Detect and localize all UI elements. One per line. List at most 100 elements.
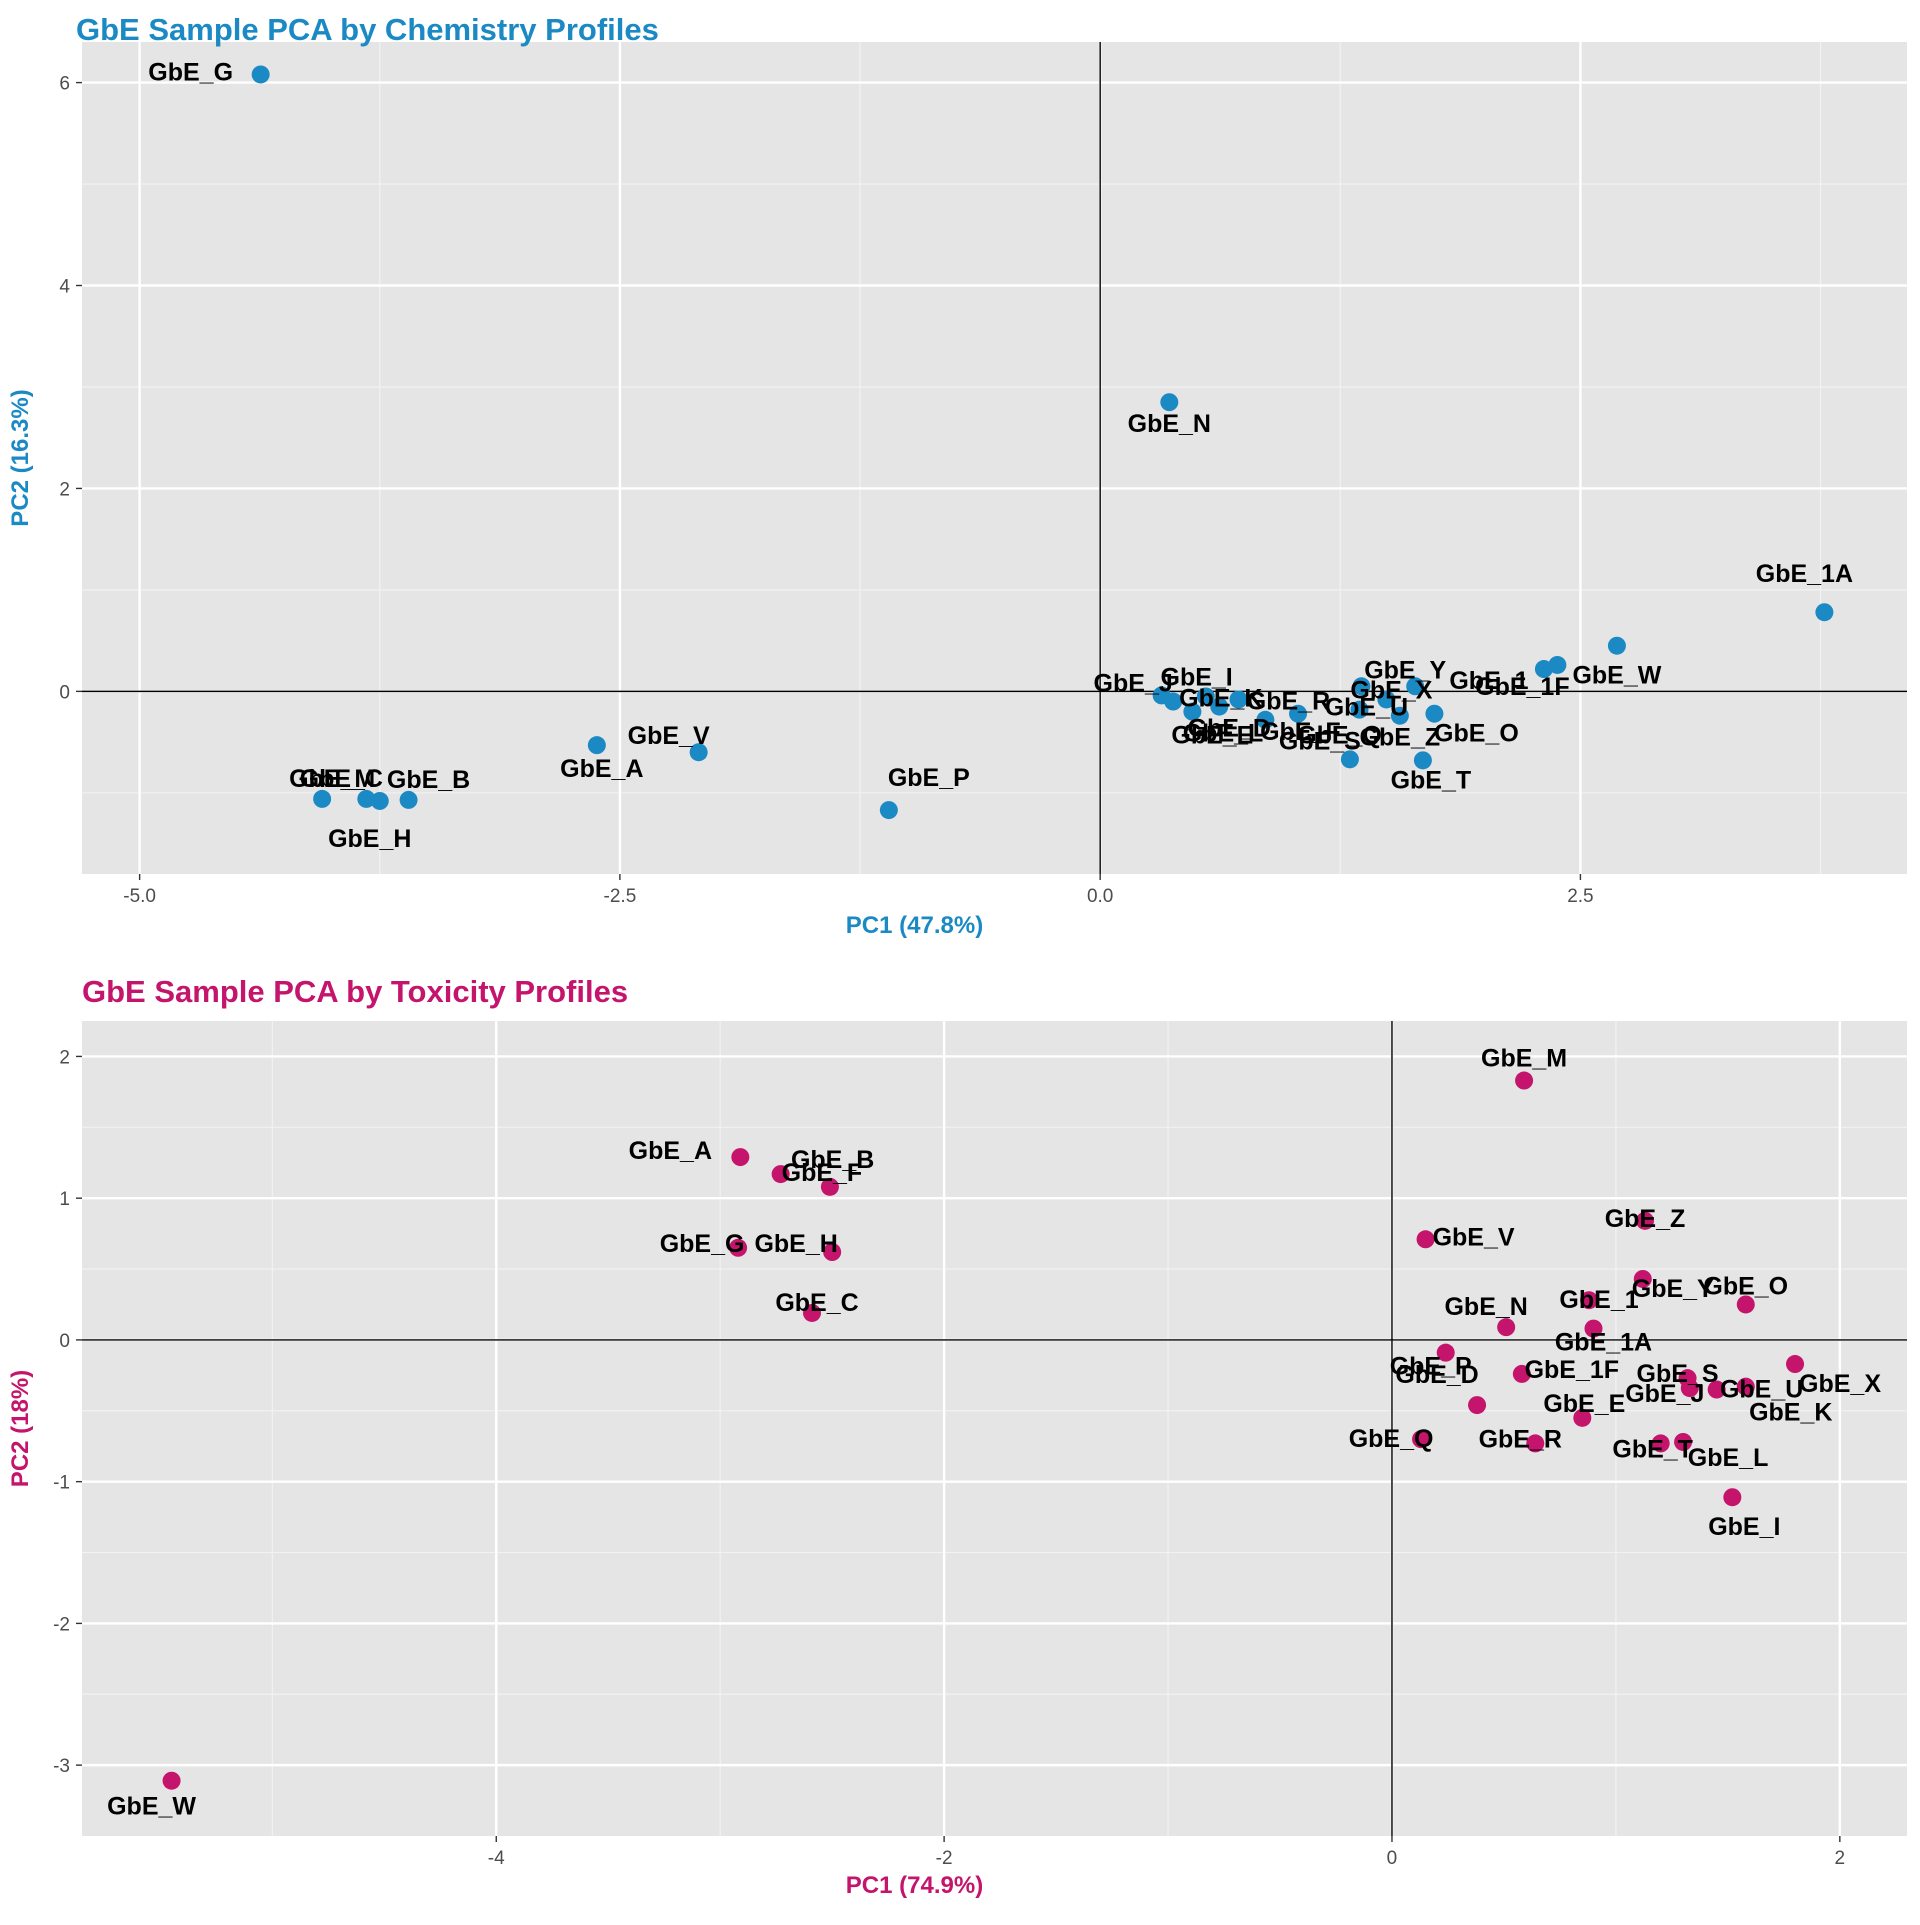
data-point bbox=[370, 791, 389, 810]
data-point bbox=[729, 1238, 748, 1257]
point-label: GbE_1 bbox=[1559, 1286, 1638, 1314]
chart-title: GbE Sample PCA by Toxicity Profiles bbox=[82, 974, 628, 1009]
x-tick-label: 2 bbox=[1835, 1848, 1846, 1869]
point-label: GbE_C bbox=[775, 1289, 858, 1317]
point-label: GbE_K bbox=[1749, 1399, 1832, 1427]
data-point bbox=[1164, 692, 1183, 711]
point-label: GbE_Q bbox=[1297, 722, 1382, 750]
x-tick-label: 2.5 bbox=[1567, 886, 1593, 907]
data-point bbox=[1412, 1430, 1431, 1449]
point-label: GbE_T bbox=[1612, 1435, 1693, 1463]
x-tick-label: 0.0 bbox=[1087, 886, 1113, 907]
point-label: GbE_M bbox=[1481, 1045, 1567, 1073]
data-point bbox=[1350, 700, 1369, 719]
point-label: GbE_V bbox=[628, 722, 710, 750]
data-point bbox=[1497, 1318, 1516, 1337]
x-tick-label: -4 bbox=[488, 1848, 505, 1869]
y-axis-title: PC2 (16.3%) bbox=[7, 389, 34, 526]
point-label: GbE_G bbox=[660, 1230, 745, 1258]
point-label: GbE_R bbox=[1247, 687, 1330, 715]
point-label: GbE_X bbox=[1799, 1370, 1881, 1398]
data-point bbox=[1723, 1488, 1742, 1507]
data-point bbox=[1786, 1355, 1805, 1374]
point-label: GbE_I bbox=[1161, 663, 1233, 691]
point-label: GbE_Q bbox=[1349, 1425, 1434, 1453]
point-label: GbE_1F bbox=[1525, 1356, 1619, 1384]
point-label: GbE_A bbox=[629, 1137, 712, 1165]
data-point bbox=[1289, 704, 1308, 723]
point-label: GbE_N bbox=[1128, 410, 1211, 438]
y-tick-label: 2 bbox=[59, 479, 70, 500]
point-label: GbE_U bbox=[1325, 693, 1408, 721]
point-label: GbE_Z bbox=[1360, 724, 1441, 752]
point-label: GbE_E bbox=[1543, 1390, 1625, 1418]
data-point bbox=[1636, 1211, 1655, 1230]
point-label: GbE_C bbox=[300, 765, 383, 793]
point-label: GbE_F bbox=[782, 1159, 863, 1187]
x-tick-label: -2 bbox=[936, 1848, 953, 1869]
data-point bbox=[1425, 704, 1444, 723]
point-label: GbE_Z bbox=[1605, 1205, 1686, 1233]
point-label: GbE_R bbox=[1479, 1425, 1562, 1453]
data-point bbox=[1607, 636, 1626, 655]
x-tick-label: -2.5 bbox=[604, 886, 637, 907]
point-label: GbE_P bbox=[888, 764, 970, 792]
data-point bbox=[313, 789, 332, 808]
chart-title: GbE Sample PCA by Chemistry Profiles bbox=[76, 12, 659, 47]
data-point bbox=[689, 743, 708, 762]
point-label: GbE_V bbox=[1433, 1223, 1515, 1251]
point-label: GbE_I bbox=[1708, 1513, 1780, 1541]
data-point bbox=[1416, 1230, 1435, 1249]
point-label: GbE_L bbox=[1183, 720, 1264, 748]
point-label: GbE_H bbox=[328, 825, 411, 853]
data-points bbox=[162, 1071, 1805, 1790]
data-point bbox=[1680, 1379, 1699, 1398]
point-label: GbE_Y bbox=[1632, 1275, 1714, 1303]
point-label: GbE_1F bbox=[1475, 673, 1569, 701]
data-point bbox=[1183, 702, 1202, 721]
data-point bbox=[1340, 750, 1359, 769]
point-label: GbE_O bbox=[1434, 720, 1519, 748]
point-label: GbE_W bbox=[107, 1793, 196, 1821]
point-label: GbE_D bbox=[1395, 1361, 1478, 1389]
point-label: GbE_K bbox=[1179, 684, 1262, 712]
data-point bbox=[399, 790, 418, 809]
data-point bbox=[820, 1177, 839, 1196]
data-point bbox=[1196, 687, 1215, 706]
data-point bbox=[1377, 690, 1396, 709]
plot-panel bbox=[82, 1021, 1907, 1836]
data-point bbox=[357, 789, 376, 808]
data-point bbox=[1352, 677, 1371, 696]
point-label: GbE_L bbox=[1688, 1444, 1769, 1472]
point-label: GbE_E bbox=[1171, 722, 1253, 750]
point-label: GbE_M bbox=[289, 765, 375, 793]
point-label: GbE_B bbox=[387, 766, 470, 794]
plot-panel bbox=[82, 42, 1907, 874]
y-tick-label: -1 bbox=[53, 1473, 70, 1494]
point-label: GbE_1A bbox=[1555, 1329, 1652, 1357]
data-point bbox=[879, 801, 898, 820]
data-point bbox=[1210, 697, 1229, 716]
y-tick-label: 4 bbox=[59, 277, 70, 298]
point-label: GbE_1A bbox=[1756, 560, 1853, 588]
x-tick-label: 0 bbox=[1387, 1848, 1398, 1869]
y-tick-label: 0 bbox=[59, 682, 70, 703]
y-tick-label: 6 bbox=[59, 74, 70, 95]
x-axis-title: PC1 (47.8%) bbox=[846, 912, 983, 939]
data-point bbox=[1229, 690, 1248, 709]
data-point bbox=[1736, 1295, 1755, 1314]
y-tick-label: 2 bbox=[59, 1047, 70, 1068]
data-point bbox=[1573, 1408, 1592, 1427]
point-label: GbE_F bbox=[1260, 718, 1341, 746]
data-point bbox=[1160, 393, 1179, 412]
data-point bbox=[1580, 1291, 1599, 1310]
point-label: GbE_B bbox=[791, 1146, 874, 1174]
point-label: GbE_1 bbox=[1449, 667, 1528, 695]
point-label: GbE_S bbox=[1279, 727, 1361, 755]
point-label: GbE_G bbox=[148, 58, 233, 86]
data-point bbox=[1468, 1396, 1487, 1415]
x-axis-title: PC1 (74.9%) bbox=[846, 1872, 983, 1899]
